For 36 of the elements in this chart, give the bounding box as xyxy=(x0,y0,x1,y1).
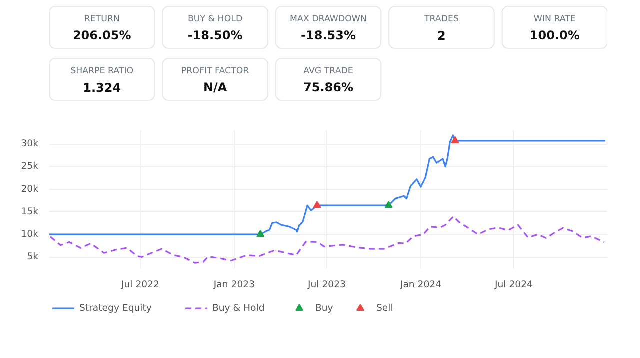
text: N/A xyxy=(203,80,228,94)
text: AVG TRADE xyxy=(304,66,354,76)
text: -18.53% xyxy=(301,28,356,42)
legend-label: Buy xyxy=(316,303,334,314)
text: -18.50% xyxy=(188,28,243,42)
text: SHARPE RATIO xyxy=(70,66,134,76)
x-tick-label: Jul 2023 xyxy=(306,280,346,290)
text: TRADES xyxy=(423,14,460,24)
legend-label: Buy & Hold xyxy=(212,303,265,314)
x-tick-label: Jan 2024 xyxy=(399,280,442,290)
text: BUY & HOLD xyxy=(188,14,243,24)
text: PROFIT FACTOR xyxy=(181,66,250,76)
legend-label: Sell xyxy=(376,303,394,314)
text: WIN RATE xyxy=(534,14,576,24)
text: 75.86% xyxy=(304,80,354,94)
x-tick-label: Jul 2024 xyxy=(494,280,534,290)
text: 2 xyxy=(438,29,446,43)
y-tick-label: 30k xyxy=(21,138,40,150)
point xyxy=(384,201,393,208)
point xyxy=(313,201,322,208)
text: 100.0% xyxy=(530,28,580,42)
text: 1.324 xyxy=(83,81,122,95)
y-tick-label: 5k xyxy=(27,252,40,263)
y-tick-label: 10k xyxy=(21,229,40,240)
text: RETURN xyxy=(84,14,120,24)
y-tick-label: 15k xyxy=(21,206,40,218)
x-tick-label: Jul 2022 xyxy=(120,280,160,290)
text: 206.05% xyxy=(72,28,132,42)
point xyxy=(256,230,265,238)
text: MAX DRAWDOWN xyxy=(290,14,367,24)
legend-label: Strategy Equity xyxy=(80,303,152,314)
y-tick-label: 25k xyxy=(21,161,40,172)
line-series xyxy=(50,216,606,264)
x-tick-label: Jan 2023 xyxy=(212,280,256,290)
y-tick-label: 20k xyxy=(21,184,40,195)
point xyxy=(451,136,460,144)
